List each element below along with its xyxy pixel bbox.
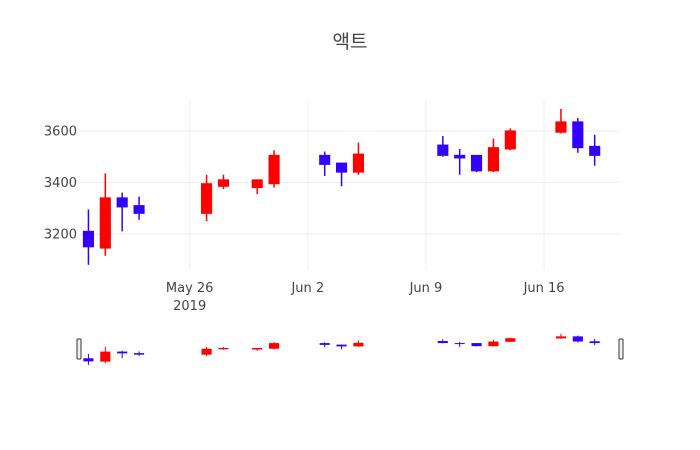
candle-body [99, 197, 111, 249]
slider-candle-body [218, 347, 229, 350]
slider-candle-body [353, 342, 364, 347]
candle [319, 151, 331, 176]
candle [116, 192, 128, 232]
candle-body [116, 197, 128, 208]
slider-candle-body [201, 348, 212, 355]
candle-body [319, 154, 331, 165]
slider-candle [100, 346, 111, 364]
candle-body [555, 121, 567, 133]
candle-body [268, 154, 280, 185]
candle [251, 179, 263, 195]
slider-candle [572, 335, 583, 343]
candle-body [352, 153, 364, 173]
slider-candle [117, 350, 128, 359]
slider-candle [218, 346, 229, 350]
slider-candle-body [117, 351, 128, 354]
slider-candle-body [555, 336, 566, 339]
range-slider-left-handle[interactable] [76, 338, 82, 360]
candle-body [487, 147, 499, 172]
y-tick-label: 3200 [44, 227, 77, 242]
slider-candle-body [454, 343, 465, 345]
candle-body [437, 144, 449, 156]
candle-body [454, 154, 466, 159]
candle-body [133, 205, 145, 214]
slider-candle [336, 344, 347, 350]
slider-candle-body [437, 341, 448, 344]
slider-candle [488, 339, 499, 347]
slider-candle-body [269, 343, 280, 349]
y-axis-ticks: 3200 3400 3600 [44, 124, 77, 242]
candle [572, 118, 584, 153]
candle [555, 109, 567, 134]
candle [99, 173, 111, 256]
slider-candle [319, 342, 330, 348]
slider-candle [505, 337, 516, 343]
x-tick-sublabel: 2019 [173, 299, 206, 314]
slider-candle [454, 341, 465, 347]
y-tick-label: 3400 [44, 176, 77, 191]
candle-body [336, 162, 348, 173]
candle [217, 174, 229, 189]
candle [471, 154, 483, 173]
slider-candle [83, 353, 94, 365]
candle-body [589, 145, 601, 156]
candle-body [82, 230, 94, 248]
candle [487, 138, 499, 173]
slider-candle-body [100, 351, 111, 362]
slider-candle-body [488, 341, 499, 347]
slider-candle-body [336, 344, 347, 347]
candle [268, 150, 280, 188]
y-tick-label: 3600 [44, 124, 77, 139]
range-slider-candles [83, 333, 600, 365]
grid-lines [80, 100, 620, 270]
chart-title: 액트 [333, 31, 368, 53]
candle-body [217, 179, 229, 187]
x-tick-label: Jun 2 [290, 281, 324, 296]
candle-body [572, 121, 584, 149]
candle-body [471, 154, 483, 172]
slider-candle-body [589, 341, 600, 344]
slider-candle [134, 351, 145, 356]
candle [504, 128, 516, 151]
candle-body [504, 130, 516, 150]
candle [201, 174, 213, 222]
candles [82, 109, 601, 265]
slider-candle [201, 346, 212, 357]
range-slider-right-handle[interactable] [618, 338, 624, 360]
slider-candle [555, 333, 566, 339]
slider-candle [353, 340, 364, 347]
slider-candle [437, 339, 448, 344]
x-tick-label: Jun 9 [409, 281, 443, 296]
slider-candle [589, 338, 600, 346]
x-tick-label: Jun 16 [523, 281, 565, 296]
range-slider[interactable] [76, 333, 624, 365]
candle [133, 196, 145, 220]
candle [336, 162, 348, 187]
candle [437, 136, 449, 157]
slider-candle [269, 342, 280, 350]
x-tick-label: May 26 [166, 281, 214, 296]
slider-candle-body [319, 343, 330, 345]
candle [589, 134, 601, 166]
candle [82, 209, 94, 265]
slider-candle-body [83, 358, 94, 362]
candle-body [251, 179, 263, 189]
slider-candle [252, 347, 263, 351]
candle-body [201, 183, 213, 214]
slider-candle-body [572, 336, 583, 342]
candle [454, 148, 466, 175]
slider-candle [471, 343, 482, 347]
slider-candle-body [505, 338, 516, 342]
candle [352, 142, 364, 175]
x-axis-ticks: May 26 2019 Jun 2 Jun 9 Jun 16 [166, 281, 565, 314]
slider-candle-body [471, 343, 482, 347]
slider-candle-body [252, 347, 263, 350]
slider-candle-body [134, 353, 145, 355]
